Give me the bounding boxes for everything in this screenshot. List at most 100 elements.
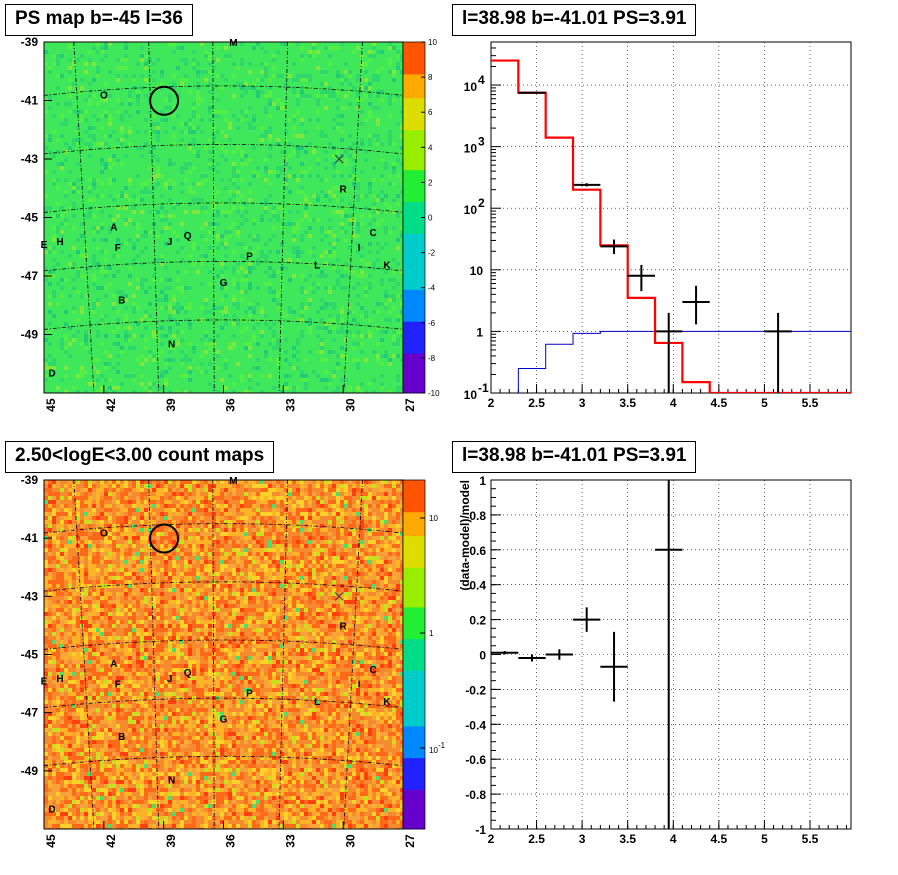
- map-pixel: [64, 600, 68, 604]
- map-pixel: [160, 86, 164, 90]
- map-pixel: [252, 114, 256, 118]
- map-pixel: [308, 286, 312, 290]
- map-pixel: [292, 226, 296, 230]
- map-pixel: [120, 142, 124, 146]
- map-pixel: [400, 330, 403, 334]
- map-pixel: [60, 496, 64, 500]
- map-pixel: [60, 286, 64, 290]
- map-pixel: [308, 572, 312, 576]
- map-pixel: [376, 624, 380, 628]
- map-pixel: [112, 154, 116, 158]
- map-pixel: [372, 54, 376, 58]
- map-pixel: [260, 640, 264, 644]
- map-pixel: [224, 528, 228, 532]
- map-pixel: [212, 206, 216, 210]
- map-pixel: [384, 354, 388, 358]
- map-pixel: [288, 596, 292, 600]
- map-pixel: [208, 632, 212, 636]
- map-pixel: [152, 174, 156, 178]
- map-pixel: [96, 572, 100, 576]
- map-pixel: [60, 560, 64, 564]
- map-pixel: [380, 568, 384, 572]
- map-pixel: [84, 604, 88, 608]
- map-pixel: [196, 70, 200, 74]
- map-pixel: [376, 604, 380, 608]
- map-pixel: [348, 528, 352, 532]
- map-pixel: [360, 222, 364, 226]
- map-pixel: [388, 42, 392, 46]
- map-pixel: [180, 520, 184, 524]
- colorbar-step: [403, 113, 425, 123]
- colorbar-step: [403, 57, 425, 67]
- map-pixel: [84, 584, 88, 588]
- map-pixel: [164, 540, 168, 544]
- map-pixel: [160, 118, 164, 122]
- map-pixel: [200, 118, 204, 122]
- map-pixel: [312, 50, 316, 54]
- map-pixel: [116, 238, 120, 242]
- map-pixel: [360, 274, 364, 278]
- map-pixel: [280, 584, 284, 588]
- map-pixel: [320, 544, 324, 548]
- map-pixel: [176, 492, 180, 496]
- y-tick-label: -39: [21, 35, 39, 49]
- map-pixel: [184, 572, 188, 576]
- map-pixel: [344, 214, 348, 218]
- map-pixel: [172, 310, 176, 314]
- map-pixel: [180, 222, 184, 226]
- map-pixel: [344, 608, 348, 612]
- map-pixel: [300, 516, 304, 520]
- map-pixel: [244, 496, 248, 500]
- map-pixel: [136, 234, 140, 238]
- map-pixel: [56, 186, 60, 190]
- map-pixel: [96, 500, 100, 504]
- map-pixel: [200, 504, 204, 508]
- map-pixel: [284, 568, 288, 572]
- map-pixel: [192, 548, 196, 552]
- map-pixel: [224, 310, 228, 314]
- map-pixel: [140, 286, 144, 290]
- map-pixel: [256, 576, 260, 580]
- map-pixel: [376, 616, 380, 620]
- map-pixel: [104, 516, 108, 520]
- map-pixel: [48, 310, 52, 314]
- map-pixel: [204, 342, 208, 346]
- map-pixel: [104, 544, 108, 548]
- map-pixel: [208, 362, 212, 366]
- map-pixel: [332, 390, 336, 393]
- map-pixel: [292, 540, 296, 544]
- map-pixel: [364, 552, 368, 556]
- map-pixel: [56, 484, 60, 488]
- map-pixel: [144, 130, 148, 134]
- map-pixel: [284, 178, 288, 182]
- map-pixel: [156, 496, 160, 500]
- map-pixel: [264, 74, 268, 78]
- map-pixel: [272, 480, 276, 484]
- map-pixel: [272, 628, 276, 632]
- map-pixel: [276, 98, 280, 102]
- map-pixel: [52, 270, 56, 274]
- map-pixel: [232, 556, 236, 560]
- map-pixel: [228, 588, 232, 592]
- map-pixel: [248, 386, 252, 390]
- map-pixel: [260, 70, 264, 74]
- map-pixel: [112, 390, 116, 393]
- map-pixel: [368, 624, 372, 628]
- map-pixel: [148, 58, 152, 62]
- map-pixel: [152, 624, 156, 628]
- map-pixel: [56, 556, 60, 560]
- map-pixel: [356, 182, 360, 186]
- map-pixel: [108, 576, 112, 580]
- map-pixel: [176, 528, 180, 532]
- map-pixel: [256, 42, 260, 46]
- map-pixel: [300, 624, 304, 628]
- map-pixel: [192, 636, 196, 640]
- map-pixel: [396, 338, 400, 342]
- map-pixel: [52, 564, 56, 568]
- map-pixel: [112, 254, 116, 258]
- map-pixel: [352, 142, 356, 146]
- map-pixel: [108, 166, 112, 170]
- map-pixel: [204, 512, 208, 516]
- map-pixel: [316, 350, 320, 354]
- map-pixel: [96, 596, 100, 600]
